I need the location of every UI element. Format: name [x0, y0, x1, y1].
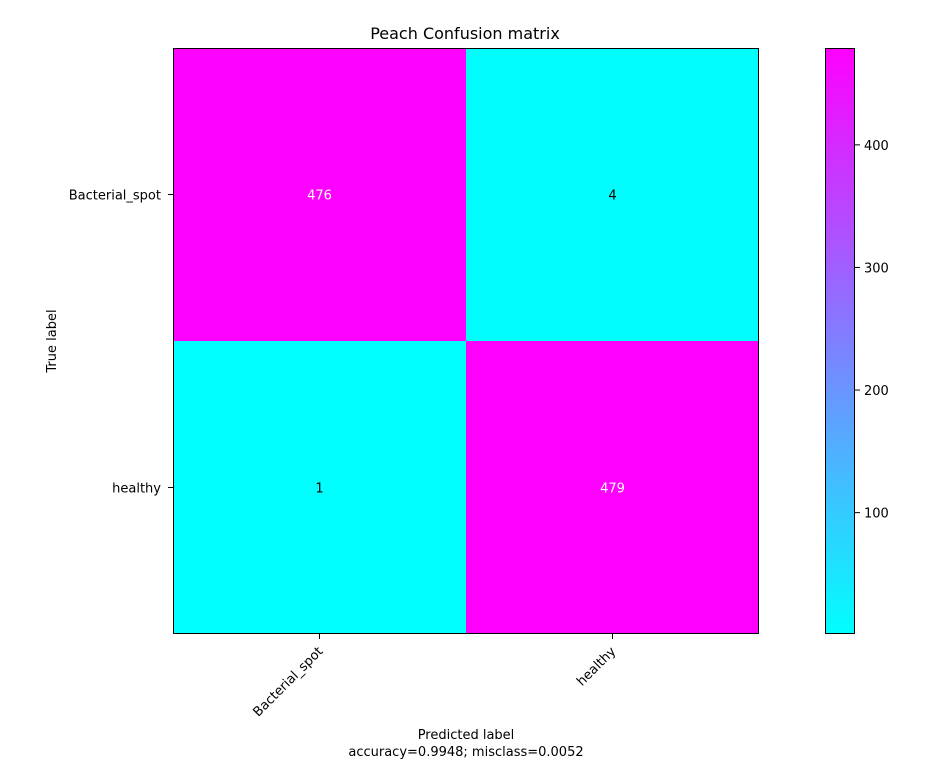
cell-value-label: 479: [600, 482, 625, 497]
cell-value-label: 476: [307, 189, 332, 204]
colorbar: [825, 48, 855, 634]
cell-value-label: 4: [608, 189, 616, 204]
x-axis-label: Predicted label: [418, 728, 515, 743]
colorbar-tick-label: 100: [864, 507, 889, 522]
colorbar-tick-label: 300: [864, 261, 889, 276]
heatmap-cell: [466, 48, 759, 341]
chart-title: Peach Confusion matrix: [370, 24, 560, 43]
y-axis-label: True label: [45, 309, 60, 373]
y-tick-label: Bacterial_spot: [69, 189, 161, 204]
heatmap-cells: [173, 48, 759, 634]
x-tick-label: healthy: [574, 644, 619, 689]
heatmap-cell: [466, 341, 759, 634]
colorbar-ticks: 100 200 300 400: [855, 139, 889, 522]
plot-frame: [173, 48, 759, 634]
colorbar-tick-label: 400: [864, 139, 889, 154]
x-axis-note: accuracy=0.9948; misclass=0.0052: [348, 745, 583, 760]
cell-value-labels: 476 4 1 479: [307, 189, 625, 497]
heatmap-cell: [173, 341, 466, 634]
x-tick-label: Bacterial_spot: [250, 644, 326, 720]
x-axis-ticks: Bacterial_spot healthy: [250, 634, 620, 720]
cell-value-label: 1: [315, 482, 323, 497]
y-tick-label: healthy: [112, 482, 161, 497]
heatmap-cell: [173, 48, 466, 341]
colorbar-tick-label: 200: [864, 384, 889, 399]
